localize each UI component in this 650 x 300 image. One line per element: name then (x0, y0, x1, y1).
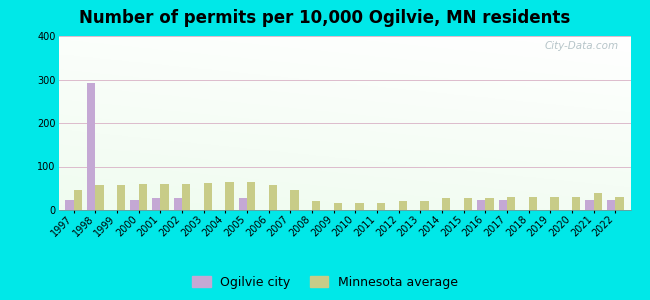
Bar (268, 185, 277, 210)
Legend: Ogilvie city, Minnesota average: Ogilvie city, Minnesota average (187, 271, 463, 294)
Bar (377, 202, 385, 210)
Bar (291, 190, 298, 210)
Bar (333, 202, 342, 210)
Bar (463, 198, 472, 210)
Bar (499, 200, 507, 210)
Bar (161, 184, 168, 210)
Bar (96, 185, 103, 210)
Bar (421, 201, 428, 210)
Bar (486, 198, 493, 210)
Bar (586, 200, 593, 210)
Bar (131, 200, 138, 210)
Bar (572, 197, 580, 210)
Bar (66, 200, 73, 210)
Bar (247, 182, 255, 210)
Bar (442, 198, 450, 210)
Bar (87, 83, 96, 210)
Bar (73, 190, 82, 210)
Bar (203, 183, 212, 210)
Text: City-Data.com: City-Data.com (545, 41, 619, 51)
Bar (152, 198, 161, 210)
Bar (477, 200, 486, 210)
Bar (607, 200, 616, 210)
Bar (398, 201, 407, 210)
Bar (356, 202, 363, 210)
Bar (593, 194, 602, 210)
Bar (528, 197, 537, 210)
Bar (226, 182, 233, 210)
Bar (312, 201, 320, 210)
Bar (117, 185, 125, 210)
Bar (239, 198, 247, 210)
Bar (551, 197, 558, 210)
Bar (507, 197, 515, 210)
Bar (616, 197, 623, 210)
Bar (182, 184, 190, 210)
Text: Number of permits per 10,000 Ogilvie, MN residents: Number of permits per 10,000 Ogilvie, MN… (79, 9, 571, 27)
Bar (174, 198, 182, 210)
Bar (138, 184, 147, 210)
